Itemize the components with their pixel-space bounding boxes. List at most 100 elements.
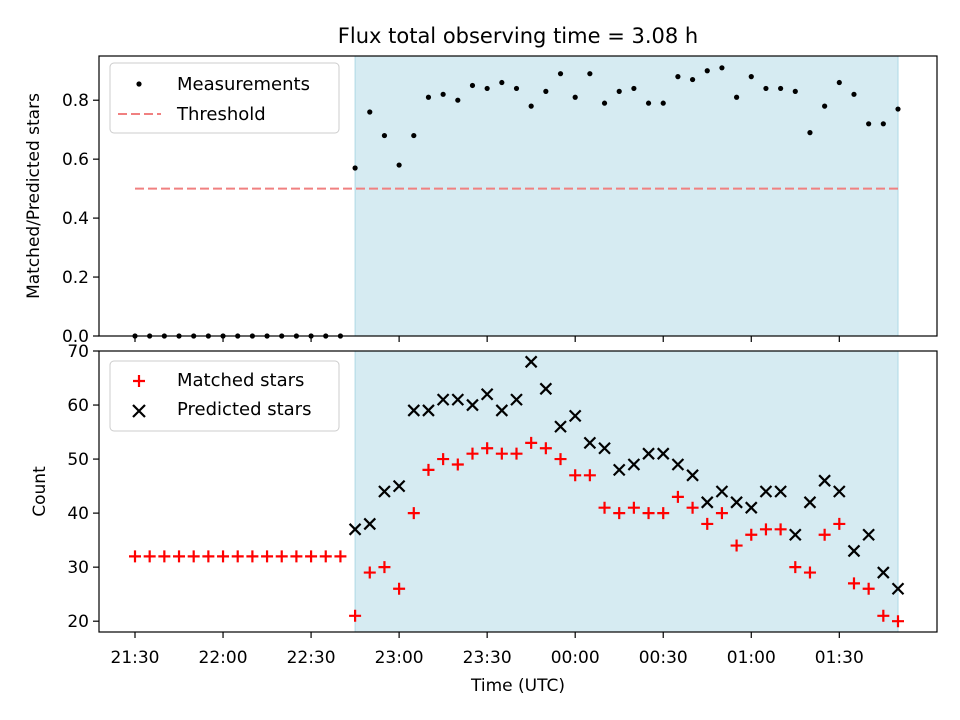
measurement-point — [866, 121, 872, 127]
measurement-point — [807, 130, 813, 136]
predicted-star-point — [627, 458, 641, 471]
matched-star-point — [657, 507, 670, 520]
top-legend-box — [109, 62, 340, 134]
matched-star-point — [363, 566, 376, 579]
matched-star-point — [349, 609, 362, 622]
bot-yticks-label-1: 30 — [67, 558, 89, 578]
x-tick-label-7: 01:00 — [727, 648, 776, 668]
matched-star-point — [862, 582, 875, 595]
x-tick-label-3: 23:00 — [375, 648, 424, 668]
legend-measurements-label: Measurements — [177, 74, 310, 95]
matched-star-point — [554, 453, 567, 466]
measurement-point — [484, 85, 490, 92]
predicted-stars-points — [348, 355, 905, 596]
matched-star-point — [129, 550, 141, 563]
matched-star-point — [319, 550, 332, 563]
predicted-star-point — [686, 469, 699, 482]
predicted-star-point — [495, 404, 509, 417]
predicted-star-point — [363, 517, 377, 531]
measurement-points — [132, 65, 901, 339]
measurement-point — [645, 100, 652, 106]
matched-star-point — [818, 528, 831, 541]
bot-yticks-label-4: 60 — [67, 396, 89, 416]
matched-star-point — [187, 550, 200, 563]
bot-yticks-label-2: 40 — [67, 504, 89, 524]
matched-star-point — [686, 501, 699, 514]
predicted-star-point — [891, 582, 905, 596]
matched-star-point — [334, 550, 347, 563]
matched-star-point — [393, 582, 406, 595]
matched-star-point — [378, 561, 391, 574]
measurement-point — [778, 85, 784, 92]
measurement-point — [367, 109, 373, 115]
top-yticks-label-4: 0.8 — [62, 91, 89, 111]
predicted-star-point — [759, 485, 773, 498]
measurement-point — [748, 74, 754, 80]
predicted-star-point — [466, 398, 479, 412]
measurement-point — [513, 85, 520, 92]
bot-yticks-label-0: 20 — [67, 612, 89, 632]
matched-star-point — [290, 550, 303, 563]
predicted-star-point — [451, 393, 465, 406]
top-yticks-label-1: 0.2 — [62, 268, 89, 288]
measurement-point — [763, 85, 769, 92]
predicted-star-point — [700, 496, 714, 509]
matched-star-point — [745, 528, 758, 541]
matched-star-point — [495, 447, 508, 460]
predicted-star-point — [671, 458, 685, 471]
predicted-star-point — [583, 436, 597, 450]
matched-star-point — [466, 447, 479, 460]
predicted-star-point — [568, 409, 582, 423]
bot-yticks-label-5: 70 — [67, 342, 89, 362]
top-y-ticks: 0.0 0.2 0.4 0.6 0.8 — [62, 91, 99, 347]
predicted-star-point — [803, 496, 817, 509]
measurement-point — [660, 100, 666, 106]
predicted-star-point — [554, 420, 567, 433]
legend-measurements-marker — [136, 81, 142, 87]
measurement-point — [822, 103, 828, 109]
matched-star-point — [481, 442, 494, 455]
matched-star-point — [261, 550, 274, 563]
bottom-legend-box — [109, 360, 340, 432]
predicted-star-point — [715, 485, 729, 498]
measurement-point — [792, 88, 798, 94]
measurement-point — [528, 103, 534, 109]
matched-star-point — [217, 550, 230, 563]
matched-star-point — [627, 501, 640, 514]
measurement-point — [469, 82, 476, 89]
bottom-y-axis-label: Count — [30, 466, 50, 517]
matched-star-point — [173, 550, 186, 563]
measurement-point — [601, 100, 608, 106]
top-axes-frame — [98, 55, 938, 337]
measurement-point — [689, 76, 696, 83]
measurement-point — [557, 71, 564, 77]
measurement-point — [851, 91, 857, 97]
top-yticks-label-0: 0.0 — [62, 327, 89, 347]
legend-predicted-marker — [132, 404, 146, 418]
matched-star-point — [642, 507, 655, 520]
matched-star-point — [730, 539, 743, 552]
measurement-point — [836, 79, 842, 86]
measurement-point — [675, 74, 681, 80]
matched-star-point — [407, 507, 420, 520]
bottom-legend: Matched stars Predicted stars — [109, 360, 340, 432]
matched-star-point — [437, 453, 450, 466]
x-tick-label-2: 22:30 — [287, 648, 336, 668]
matched-star-point — [305, 550, 318, 563]
measurement-point — [895, 106, 901, 112]
bottom-axes-frame — [98, 350, 938, 633]
measurement-point — [572, 94, 578, 100]
matched-star-point — [598, 501, 611, 514]
predicted-star-point — [642, 447, 655, 460]
x-tick-label-0: 21:30 — [111, 648, 160, 668]
predicted-star-point — [539, 382, 553, 396]
predicted-star-point — [407, 404, 421, 417]
x-axis-label: Time (UTC) — [470, 676, 565, 696]
x-tick-label-4: 23:30 — [463, 648, 512, 668]
matched-star-point — [892, 615, 904, 628]
predicted-star-point — [833, 485, 846, 498]
chart-title: Flux total observing time = 3.08 h — [338, 24, 698, 48]
top-shaded-region — [354, 55, 899, 337]
top-yticks-label-3: 0.6 — [62, 150, 89, 170]
